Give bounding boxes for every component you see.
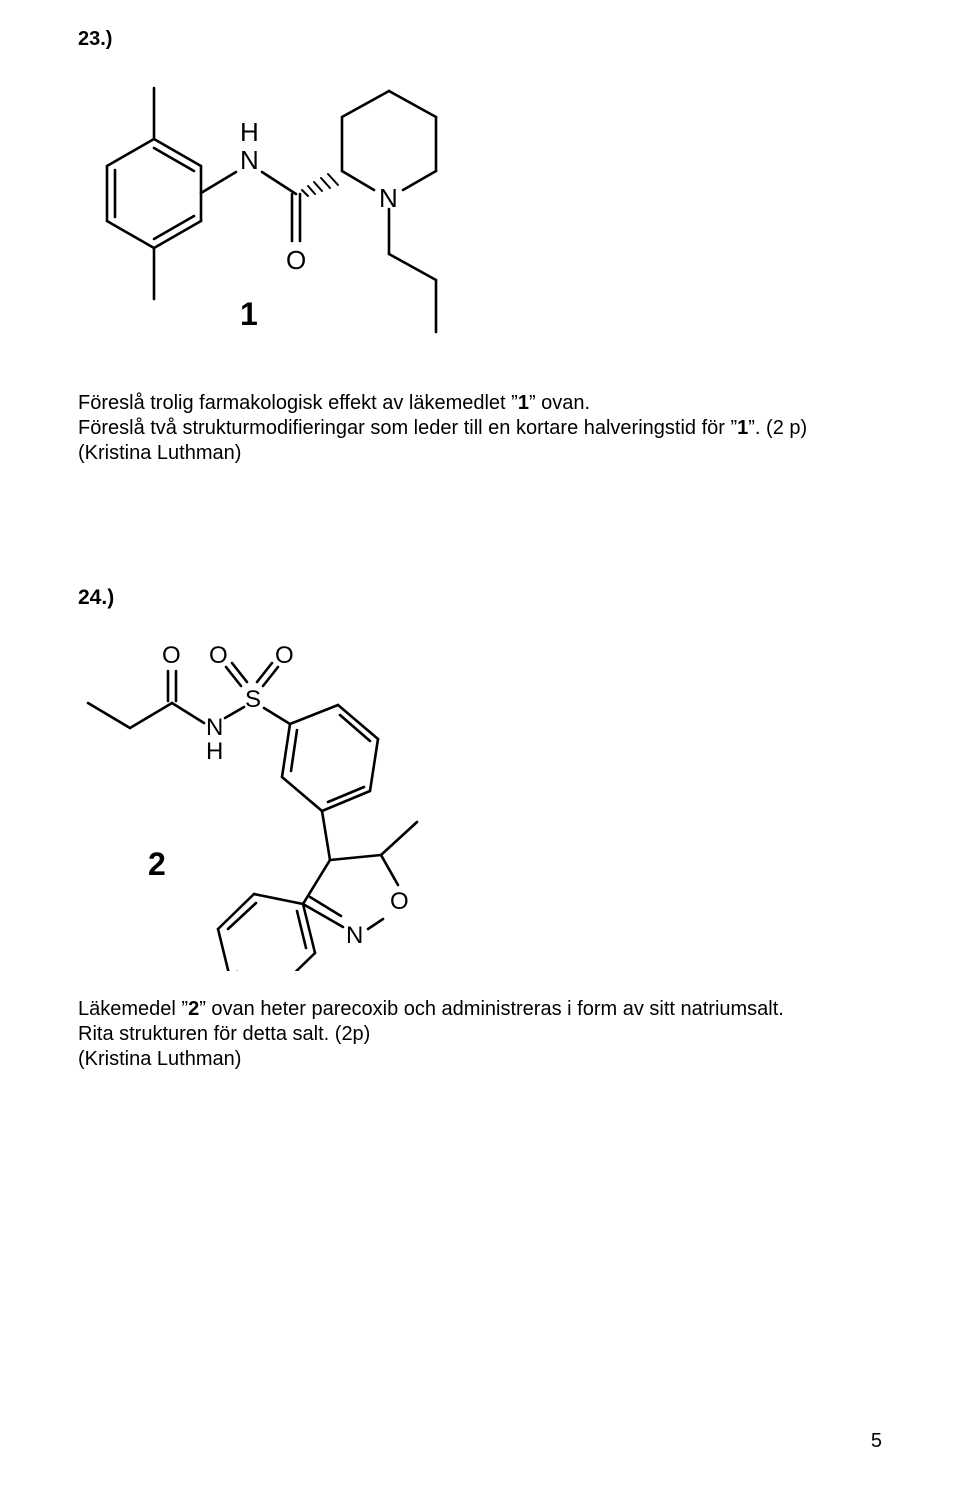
label-O1: O [162,642,181,669]
q23-figure: H N O N 1 [78,69,882,369]
compound-2-label: 2 [148,846,166,882]
q24-number: 24.) [78,586,882,610]
label-N1: N [240,145,259,175]
q23-text-1a: Föreslå trolig farmakologisk effekt av l… [78,392,518,414]
q24-prompt: Läkemedel ”2” ovan heter parecoxib och a… [78,997,878,1072]
molecule-2-svg: O O O S N H O N 2 [78,631,458,971]
page: 23.) [0,0,960,1495]
label-S: S [245,686,261,713]
label-N1: N [206,714,223,741]
q23-prompt: Föreslå trolig farmakologisk effekt av l… [78,391,878,466]
label-O3: O [275,642,294,669]
q24-figure: O O O S N H O N 2 [78,631,882,971]
molecule-1-svg: H N O N 1 [78,69,492,369]
q23-text-2c: ”. (2 p) [748,417,807,439]
label-H: H [206,738,223,765]
label-O4: O [390,888,409,915]
label-O2: O [209,642,228,669]
q24-text-1c: ” ovan heter parecoxib och administreras… [199,998,784,1020]
q23-text-2a: Föreslå två strukturmodifieringar som le… [78,417,737,439]
q24-author: (Kristina Luthman) [78,1048,241,1070]
q24-text-2: Rita strukturen för detta salt. (2p) [78,1023,370,1045]
label-N2: N [346,922,363,949]
q24-text-1b: 2 [188,998,199,1020]
label-H: H [240,117,259,147]
label-O: O [286,245,306,275]
label-N2: N [379,183,398,213]
q23-text-1b: 1 [518,392,529,414]
page-number: 5 [871,1430,882,1453]
q24-text-1a: Läkemedel ” [78,998,188,1020]
compound-1-label: 1 [240,296,258,332]
q23-text-1c: ” ovan. [529,392,590,414]
q23-text-2b: 1 [737,417,748,439]
q23-author: (Kristina Luthman) [78,442,241,464]
q23-number: 23.) [78,28,882,51]
